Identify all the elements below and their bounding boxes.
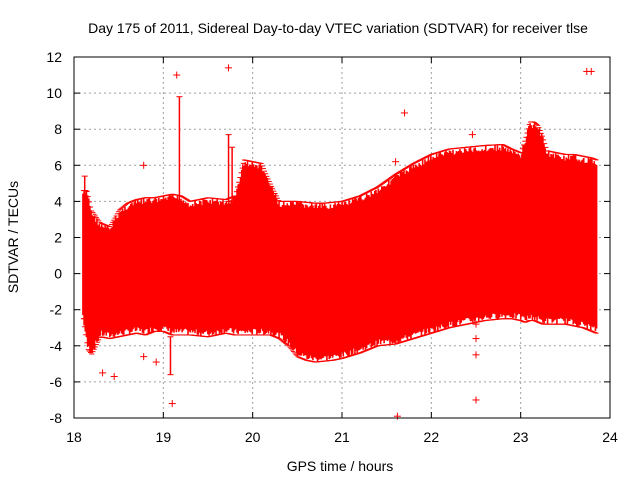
outlier-point	[468, 131, 476, 139]
outlier-point	[472, 396, 480, 404]
y-tick-label: -6	[50, 374, 63, 390]
outlier-point	[225, 64, 233, 72]
y-tick-label: 10	[46, 85, 62, 101]
data-layer	[80, 64, 599, 420]
x-tick-label: 22	[424, 429, 440, 445]
outlier-point	[401, 109, 409, 117]
outlier-point	[393, 412, 401, 420]
outlier-point	[472, 335, 480, 343]
chart-title: Day 175 of 2011, Sidereal Day-to-day VTE…	[88, 20, 588, 36]
x-tick-label: 20	[245, 429, 261, 445]
outlier-point	[587, 67, 595, 75]
outlier-point	[110, 372, 118, 380]
x-tick-label: 21	[334, 429, 350, 445]
outlier-point	[392, 158, 400, 166]
outlier-point	[140, 161, 148, 169]
y-tick-label: 12	[46, 49, 62, 65]
y-tick-label: 4	[54, 193, 62, 209]
y-tick-label: 0	[54, 266, 62, 282]
y-tick-label: -2	[50, 302, 63, 318]
outlier-point	[99, 369, 107, 377]
y-tick-label: 6	[54, 157, 62, 173]
x-axis-title: GPS time / hours	[287, 458, 394, 474]
outlier-point	[468, 315, 476, 323]
x-tick-label: 18	[66, 429, 82, 445]
outlier-point	[152, 358, 160, 366]
outlier-point	[472, 320, 480, 328]
y-axis-title: SDTVAR / TECUs	[5, 181, 21, 293]
outlier-point	[173, 71, 181, 79]
outlier-point	[168, 400, 176, 408]
y-tick-label: -4	[50, 338, 63, 354]
outlier-point	[140, 353, 148, 361]
x-tick-label: 24	[602, 429, 618, 445]
outlier-point	[472, 351, 480, 359]
x-tick-label: 23	[513, 429, 529, 445]
y-tick-label: -8	[50, 410, 63, 426]
y-tick-label: 2	[54, 230, 62, 246]
y-tick-label: 8	[54, 121, 62, 137]
x-tick-label: 19	[156, 429, 172, 445]
